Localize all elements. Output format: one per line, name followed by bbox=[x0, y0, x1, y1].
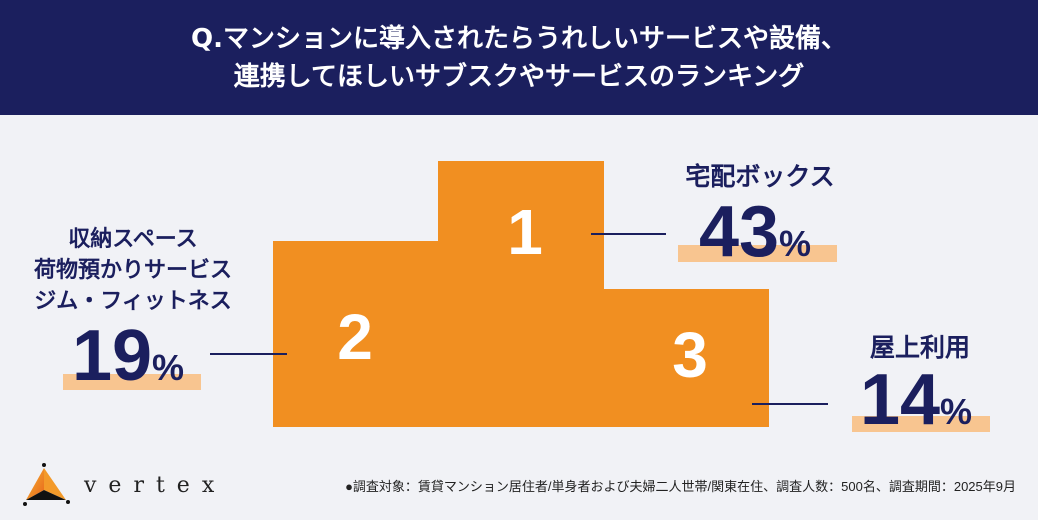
logo-text: vertex bbox=[84, 472, 227, 498]
value-rank-3: 14% bbox=[859, 360, 973, 440]
label-rank-3: 屋上利用 bbox=[870, 332, 970, 363]
podium-block-2 bbox=[273, 241, 438, 427]
label-rank-1: 宅配ボックス bbox=[685, 161, 834, 192]
label-rank-2: 収納スペース 荷物預かりサービス ジム・フィットネス bbox=[34, 224, 232, 317]
podium-block-1 bbox=[438, 161, 604, 427]
value-rank-2: 19% bbox=[71, 316, 185, 396]
value-highlight-2 bbox=[63, 374, 201, 390]
podium-block-3 bbox=[604, 289, 769, 427]
vertex-logo: vertex bbox=[22, 462, 226, 508]
title-line-1: Q.マンションに導入されたらうれしいサービスや設備、 bbox=[191, 24, 847, 54]
title-line-2: 連携してほしいサブスクやサービスのランキング bbox=[233, 62, 805, 92]
value-highlight-1 bbox=[678, 245, 837, 262]
survey-footnote: ●調査対象：賃貸マンション居住者/単身者および夫婦二人世帯/関東在住、調査人数：… bbox=[345, 479, 1016, 494]
leader-line-2 bbox=[210, 353, 287, 355]
rank-3: 3 bbox=[672, 319, 708, 391]
label-text: 屋上利用 bbox=[869, 333, 971, 362]
value-highlight-3 bbox=[852, 416, 990, 432]
rank-2: 2 bbox=[337, 301, 373, 373]
label-text: 宅配ボックス bbox=[685, 162, 835, 191]
rank-1: 1 bbox=[507, 196, 543, 268]
logo-mark-icon bbox=[23, 463, 70, 506]
leader-line-1 bbox=[591, 233, 666, 235]
label-text: 荷物預かりサービス bbox=[33, 258, 233, 283]
label-text: 収納スペース bbox=[68, 227, 198, 252]
label-text: ジム・フィットネス bbox=[34, 289, 232, 314]
value-rank-1: 43% bbox=[698, 192, 812, 272]
header: Q.マンションに導入されたらうれしいサービスや設備、 連携してほしいサブスクやサ… bbox=[0, 0, 1038, 115]
leader-line-3 bbox=[752, 403, 828, 405]
